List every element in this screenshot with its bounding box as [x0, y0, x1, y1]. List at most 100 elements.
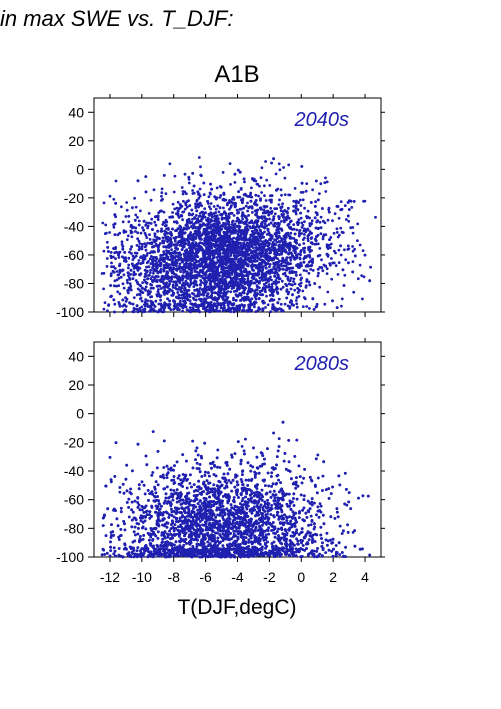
- data-point: [319, 215, 323, 219]
- data-point: [202, 273, 206, 276]
- data-point: [234, 280, 238, 283]
- data-point: [296, 291, 300, 294]
- data-point: [160, 304, 163, 307]
- data-point: [290, 303, 294, 306]
- data-point: [335, 231, 339, 234]
- data-point: [329, 263, 332, 267]
- data-point: [246, 279, 250, 283]
- data-point: [308, 283, 312, 287]
- data-point: [185, 221, 189, 225]
- data-point: [150, 217, 154, 221]
- data-point: [220, 216, 224, 220]
- data-point: [133, 218, 137, 222]
- data-point: [147, 289, 150, 293]
- data-point: [198, 201, 202, 205]
- data-point: [215, 247, 219, 251]
- data-point: [165, 266, 169, 269]
- data-point: [268, 293, 272, 297]
- data-point: [166, 239, 170, 243]
- data-point: [207, 222, 211, 225]
- data-point: [246, 209, 250, 213]
- data-point: [212, 285, 216, 289]
- data-point: [228, 265, 231, 268]
- data-point: [234, 237, 238, 241]
- data-point: [263, 216, 267, 220]
- data-point: [232, 196, 235, 199]
- data-point: [258, 228, 262, 232]
- data-point: [341, 268, 345, 272]
- data-point: [299, 250, 303, 254]
- data-point: [294, 204, 298, 208]
- data-point: [116, 233, 120, 237]
- data-point: [259, 234, 263, 238]
- data-point: [174, 260, 178, 263]
- data-point: [174, 273, 178, 277]
- data-point: [115, 270, 119, 273]
- data-point: [279, 188, 283, 192]
- data-point: [300, 226, 304, 229]
- data-point: [203, 276, 207, 280]
- data-point: [199, 165, 202, 169]
- data-point: [251, 246, 255, 250]
- data-point: [117, 256, 121, 259]
- data-point: [253, 281, 257, 285]
- data-point: [273, 256, 277, 260]
- data-point: [211, 238, 215, 242]
- page-title: in max SWE vs. T_DJF:: [0, 6, 234, 31]
- data-point: [168, 268, 172, 272]
- data-point: [156, 310, 160, 314]
- data-point: [147, 212, 151, 215]
- data-point: [212, 253, 216, 256]
- data-point: [308, 255, 312, 259]
- y-tick-label: -40: [64, 218, 84, 234]
- data-point: [146, 299, 150, 303]
- data-point: [203, 239, 207, 243]
- data-point: [213, 291, 217, 295]
- data-point: [174, 281, 178, 285]
- data-point: [316, 254, 320, 258]
- data-point: [199, 293, 203, 296]
- data-point: [240, 207, 243, 211]
- data-point: [203, 297, 206, 301]
- data-point: [216, 204, 220, 208]
- data-point: [233, 268, 237, 271]
- data-point: [209, 218, 213, 222]
- data-point: [319, 182, 323, 186]
- data-point: [267, 259, 270, 263]
- data-point: [220, 265, 224, 269]
- data-point: [107, 304, 110, 307]
- data-point: [303, 206, 306, 210]
- data-point: [151, 250, 155, 254]
- data-point: [254, 199, 258, 202]
- data-point: [325, 252, 329, 256]
- data-point: [171, 251, 175, 255]
- data-point: [265, 178, 269, 182]
- data-point: [181, 190, 185, 193]
- data-point: [234, 289, 238, 293]
- data-point: [310, 219, 314, 223]
- data-point: [148, 271, 152, 275]
- data-point: [207, 278, 211, 281]
- data-point: [292, 227, 296, 231]
- data-point: [225, 240, 229, 244]
- data-point: [255, 273, 258, 276]
- data-point: [168, 162, 172, 166]
- data-point: [325, 272, 329, 275]
- data-point: [141, 281, 145, 284]
- data-point: [121, 220, 125, 224]
- data-point: [206, 200, 210, 203]
- data-point: [196, 233, 200, 237]
- data-point: [276, 265, 279, 269]
- data-point: [234, 299, 238, 302]
- data-point: [293, 282, 297, 286]
- data-point: [252, 276, 256, 279]
- data-point: [188, 299, 192, 303]
- data-point: [176, 291, 180, 294]
- data-point: [159, 256, 163, 260]
- data-point: [278, 198, 281, 202]
- data-point: [229, 229, 232, 233]
- data-point: [181, 218, 185, 222]
- data-point: [168, 303, 172, 306]
- data-point: [112, 225, 116, 229]
- data-point: [112, 284, 116, 288]
